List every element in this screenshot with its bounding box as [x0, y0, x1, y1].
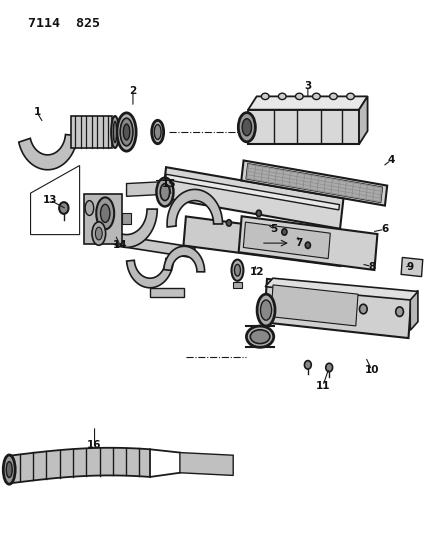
Polygon shape — [71, 116, 112, 148]
Polygon shape — [359, 96, 368, 144]
Polygon shape — [127, 237, 195, 258]
Text: 7114  825: 7114 825 — [28, 17, 101, 30]
Ellipse shape — [257, 294, 275, 326]
Ellipse shape — [304, 361, 311, 369]
Bar — [271, 285, 358, 326]
Text: 10: 10 — [365, 365, 379, 375]
Ellipse shape — [360, 304, 367, 314]
Ellipse shape — [3, 455, 15, 484]
Text: 9: 9 — [407, 262, 414, 271]
Ellipse shape — [113, 122, 117, 143]
Ellipse shape — [238, 112, 256, 142]
Text: 7: 7 — [296, 238, 303, 247]
Text: 5: 5 — [270, 224, 277, 235]
Polygon shape — [410, 290, 418, 330]
Bar — [166, 174, 339, 210]
Ellipse shape — [92, 222, 106, 245]
Ellipse shape — [226, 220, 232, 226]
Bar — [122, 213, 131, 224]
Bar — [401, 257, 423, 277]
Ellipse shape — [85, 200, 94, 215]
Ellipse shape — [156, 177, 173, 206]
Ellipse shape — [250, 330, 270, 344]
Polygon shape — [248, 110, 359, 144]
Text: 11: 11 — [315, 381, 330, 391]
Bar — [264, 279, 412, 338]
Ellipse shape — [262, 93, 269, 100]
Polygon shape — [19, 134, 77, 169]
Ellipse shape — [347, 93, 354, 100]
Ellipse shape — [279, 93, 286, 100]
Polygon shape — [265, 278, 418, 300]
Ellipse shape — [261, 300, 272, 320]
Ellipse shape — [256, 210, 262, 216]
Ellipse shape — [232, 260, 244, 281]
Text: 4: 4 — [387, 155, 395, 165]
Ellipse shape — [123, 124, 130, 140]
Bar — [246, 163, 383, 203]
Polygon shape — [233, 282, 242, 288]
Bar — [241, 160, 387, 206]
Bar — [244, 222, 330, 259]
Text: 2: 2 — [129, 86, 137, 96]
Ellipse shape — [111, 116, 119, 148]
Ellipse shape — [95, 227, 102, 240]
Text: 8: 8 — [368, 262, 375, 271]
Polygon shape — [127, 181, 167, 196]
Text: 15: 15 — [162, 179, 176, 189]
Bar — [163, 167, 344, 229]
Polygon shape — [180, 453, 233, 475]
Text: 12: 12 — [250, 267, 264, 277]
Bar — [239, 216, 377, 270]
Ellipse shape — [6, 462, 12, 478]
Ellipse shape — [330, 93, 337, 100]
Polygon shape — [127, 259, 173, 288]
Text: 3: 3 — [304, 81, 312, 91]
Ellipse shape — [154, 125, 161, 140]
Ellipse shape — [96, 197, 114, 229]
Polygon shape — [96, 206, 157, 247]
Ellipse shape — [242, 119, 252, 136]
Ellipse shape — [120, 118, 133, 146]
Ellipse shape — [326, 364, 333, 372]
Ellipse shape — [305, 242, 310, 248]
Ellipse shape — [235, 264, 241, 276]
Text: 1: 1 — [33, 107, 41, 117]
Polygon shape — [164, 246, 205, 272]
Ellipse shape — [117, 113, 136, 151]
Polygon shape — [9, 448, 150, 483]
Polygon shape — [150, 288, 184, 297]
Ellipse shape — [101, 204, 110, 222]
Bar — [84, 193, 122, 244]
Ellipse shape — [247, 326, 274, 348]
Polygon shape — [248, 96, 368, 110]
Ellipse shape — [59, 202, 68, 214]
Ellipse shape — [282, 229, 287, 235]
Ellipse shape — [160, 183, 169, 200]
Ellipse shape — [396, 307, 404, 317]
Text: 16: 16 — [87, 440, 102, 450]
Bar — [184, 216, 343, 266]
Ellipse shape — [152, 120, 163, 144]
Ellipse shape — [295, 93, 303, 100]
Polygon shape — [167, 189, 223, 227]
Text: 14: 14 — [113, 240, 128, 250]
Text: 6: 6 — [381, 224, 388, 235]
Ellipse shape — [312, 93, 320, 100]
Text: 13: 13 — [42, 195, 57, 205]
